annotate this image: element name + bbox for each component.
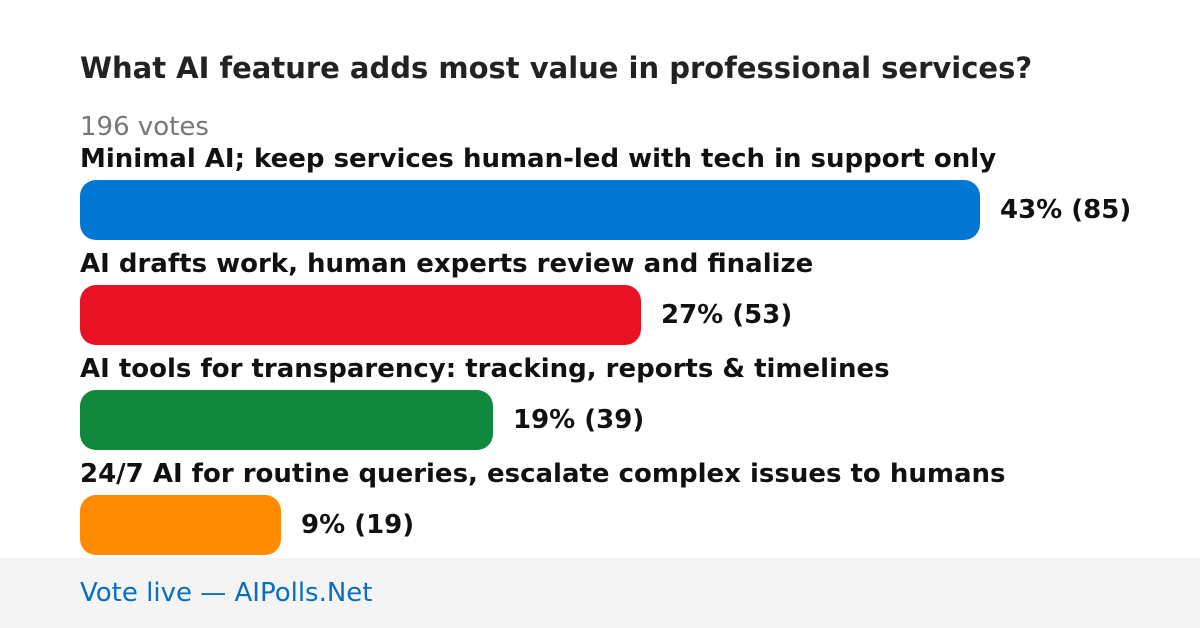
option-label: AI tools for transparency: tracking, rep… (80, 354, 890, 384)
option-bar (80, 390, 493, 450)
option-bar (80, 285, 641, 345)
vote-count: 196 votes (80, 112, 209, 142)
footer-bar: Vote live — AIPolls.Net (0, 558, 1200, 628)
option-result-label: 9% (19) (301, 510, 415, 540)
poll-results-chart: Minimal AI; keep services human-led with… (80, 144, 1132, 555)
option-label: AI drafts work, human experts review and… (80, 249, 814, 279)
option-bar (80, 180, 980, 240)
option-label: Minimal AI; keep services human-led with… (80, 144, 997, 174)
poll-question: What AI feature adds most value in profe… (80, 51, 1033, 85)
option-result-label: 43% (85) (1000, 195, 1132, 225)
option-result-label: 19% (39) (513, 405, 645, 435)
vote-live-link[interactable]: Vote live — AIPolls.Net (80, 578, 373, 608)
option-bar (80, 495, 281, 555)
option-result-label: 27% (53) (661, 300, 793, 330)
option-label: 24/7 AI for routine queries, escalate co… (80, 459, 1006, 489)
